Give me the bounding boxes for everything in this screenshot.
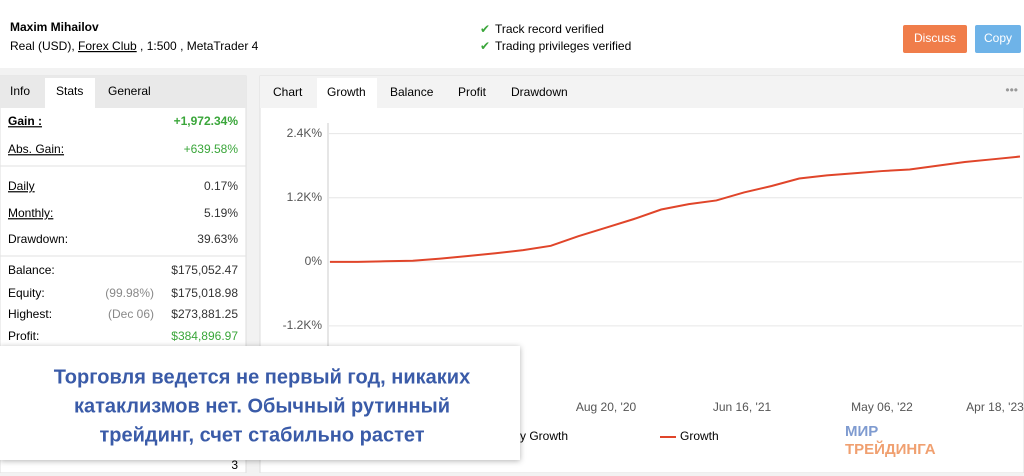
left-footer: 3 [231,458,238,472]
stat-value: 5.19% [204,206,238,220]
stat-value: $175,018.98 [171,286,238,300]
x-tick-label: May 06, '22 [851,400,913,414]
stat-value: $175,052.47 [171,263,238,277]
stat-note: (99.98%) [105,286,154,300]
stat-label: Highest: [8,307,52,321]
stat-value: +639.58% [184,142,239,156]
left-tab[interactable]: Info [10,84,30,98]
chart-tab[interactable]: Drawdown [511,85,568,99]
watermark: МИР [845,423,878,440]
left-tab[interactable]: Stats [56,84,83,98]
chart-tab[interactable]: Chart [273,85,303,99]
account-info: Real (USD), Forex Club , 1:500 , MetaTra… [10,39,259,53]
stat-label: Monthly: [8,206,53,220]
chart-tab[interactable]: Profit [458,85,487,99]
discuss-button[interactable] [903,25,967,53]
stat-label: Gain : [8,114,42,128]
overlay-box [0,346,520,460]
stat-label: Drawdown: [8,232,68,246]
check-icon: ✔ [480,22,490,36]
more-menu[interactable]: ••• [1005,83,1018,97]
copy-button[interactable] [975,25,1021,53]
left-tabs-bg [0,76,246,108]
stat-value: $273,881.25 [171,307,238,321]
stat-label: Equity: [8,286,45,300]
overlay-text: Торговля ведется не первый год, никаких [54,366,470,388]
stat-value: +1,972.34% [174,114,239,128]
legend-label: y Growth [520,429,568,443]
x-tick-label: Apr 18, '23 [966,400,1024,414]
active-tab [45,78,95,108]
account-part: , 1:500 , MetaTrader 4 [137,39,259,53]
trader-name: Maxim Mihailov [10,20,99,34]
legend-label: Growth [680,429,719,443]
growth-line [330,155,1021,263]
x-tick-label: Aug 20, '20 [576,400,637,414]
check-text: Track record verified [495,22,604,36]
stat-value: $384,896.97 [171,329,238,343]
check-icon: ✔ [480,39,490,53]
broker-link[interactable]: Forex Club [78,39,137,53]
header-bg [0,0,1024,68]
stat-label: Profit: [8,329,39,343]
stat-value: 0.17% [204,179,238,193]
left-tab[interactable]: General [108,84,151,98]
x-tick-label: Jun 16, '21 [713,400,772,414]
active-chart-tab [317,78,377,108]
stat-label: Daily [8,179,35,193]
chart-tab[interactable]: Balance [390,85,434,99]
y-tick-label: -1.2K% [283,318,323,332]
watermark: ТРЕЙДИНГА [845,440,936,458]
y-tick-label: 2.4K% [287,126,323,140]
chart-tabs-bg [260,76,1024,108]
copy-label[interactable]: Copy [984,31,1012,45]
stat-value: 39.63% [197,232,238,246]
discuss-label[interactable]: Discuss [914,31,956,45]
overlay-text: трейдинг, счет стабильно растет [99,424,424,446]
y-tick-label: 0% [305,254,323,268]
account-part: Real (USD), [10,39,78,53]
stat-label: Balance: [8,263,55,277]
stat-note: (Dec 06) [108,307,154,321]
stat-label: Abs. Gain: [8,142,64,156]
y-tick-label: 1.2K% [287,190,323,204]
check-text: Trading privileges verified [495,39,631,53]
overlay-text: катаклизмов нет. Обычный рутинный [74,395,450,417]
chart-tab[interactable]: Growth [327,85,366,99]
